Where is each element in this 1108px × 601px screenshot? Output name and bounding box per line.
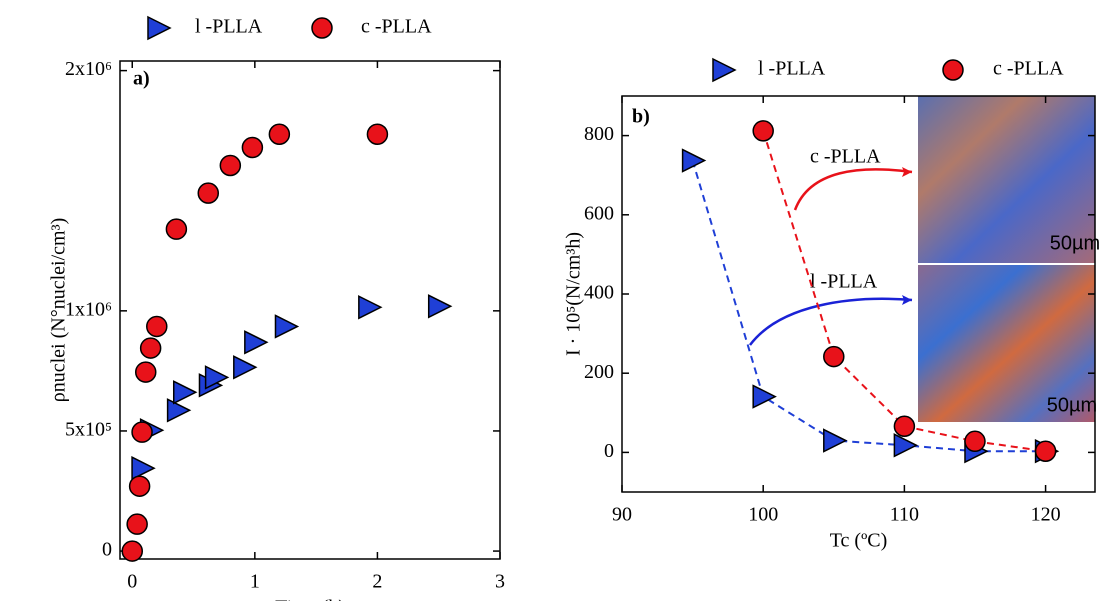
series-line — [762, 130, 1046, 453]
point — [1034, 440, 1057, 462]
y-tick-label: 600 — [584, 202, 614, 224]
legend-label: l -PLLA — [195, 16, 263, 38]
point — [172, 380, 198, 405]
point — [268, 123, 291, 146]
legend-label: c -PLLA — [993, 58, 1064, 80]
arrowhead-l — [902, 295, 912, 305]
x-tick-label: 0 — [127, 571, 137, 593]
annotation: c -PLLA — [810, 146, 881, 168]
point — [823, 345, 845, 368]
y-axis-label: ρnuclei (N°nuclei/cm³) — [48, 218, 70, 402]
x-tick-label: 90 — [612, 504, 632, 526]
legend-marker — [311, 17, 333, 39]
point — [752, 120, 774, 142]
point — [197, 182, 220, 204]
y-axis-label: I · 10⁵(N/cm³h) — [563, 232, 585, 356]
x-tick-label: 110 — [890, 504, 919, 526]
annotation: 50µm — [1047, 394, 1097, 416]
x-tick-label: 100 — [748, 504, 778, 526]
point — [274, 314, 300, 339]
legend-label: l -PLLA — [758, 58, 826, 80]
y-tick-label: 0 — [102, 539, 112, 561]
panel-label: a) — [133, 68, 150, 90]
point — [823, 428, 848, 453]
micrograph-c — [918, 96, 1095, 263]
arrow-l — [749, 297, 913, 346]
point — [893, 415, 916, 438]
point — [126, 513, 148, 535]
legend-label: c -PLLA — [361, 16, 432, 38]
arrowhead-c — [902, 167, 912, 177]
y-tick-label: 800 — [584, 123, 614, 145]
legend-marker — [942, 59, 964, 81]
point — [241, 136, 264, 159]
point — [134, 361, 157, 383]
x-tick-label: 3 — [495, 571, 505, 593]
x-tick-label: 120 — [1031, 504, 1061, 526]
point — [146, 315, 168, 338]
y-tick-label: 1x10⁶ — [65, 298, 112, 320]
point — [121, 540, 144, 562]
point — [358, 295, 383, 320]
x-axis-label: Time (h) — [275, 597, 345, 601]
y-tick-label: 5x10⁵ — [65, 419, 112, 441]
panel-label: b) — [632, 106, 650, 128]
point — [366, 123, 389, 146]
point — [233, 355, 258, 380]
point — [964, 430, 986, 453]
point — [219, 154, 242, 177]
y-tick-label: 400 — [584, 282, 614, 304]
legend-marker — [147, 15, 172, 41]
point — [165, 218, 188, 240]
micrograph-l — [918, 265, 1095, 422]
point — [681, 148, 707, 173]
point — [204, 365, 230, 390]
legend-marker — [712, 57, 737, 83]
point — [244, 330, 269, 355]
point — [139, 337, 162, 359]
arrow-c — [793, 168, 913, 211]
point — [131, 455, 156, 481]
x-tick-label: 1 — [250, 571, 260, 593]
annotation: l -PLLA — [810, 271, 878, 293]
point — [166, 398, 192, 423]
annotation: 50µm — [1050, 232, 1100, 254]
point — [128, 475, 151, 497]
x-axis-label: Tc (ºC) — [830, 530, 888, 552]
point — [427, 294, 453, 319]
point — [893, 433, 919, 458]
y-tick-label: 2x10⁶ — [65, 58, 112, 80]
y-tick-label: 200 — [584, 361, 614, 383]
point — [752, 384, 777, 409]
plot-frame — [119, 60, 501, 560]
x-tick-label: 2 — [372, 571, 382, 593]
y-tick-label: 0 — [604, 440, 614, 462]
point — [131, 421, 153, 443]
